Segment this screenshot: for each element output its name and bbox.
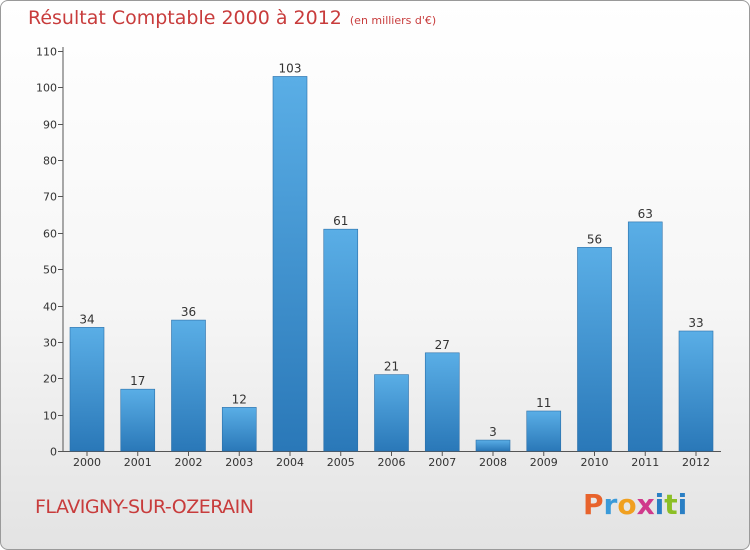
bar-value-label: 63 <box>638 207 653 221</box>
title-text: Résultat Comptable 2000 à 2012 <box>28 7 342 29</box>
x-tick-label: 2005 <box>327 456 355 469</box>
y-tick-label: 60 <box>43 228 57 241</box>
x-tick-label: 2004 <box>276 456 304 469</box>
y-tick-label: 90 <box>43 119 57 132</box>
logo-letter: x <box>636 488 655 521</box>
y-tick-label: 0 <box>50 446 57 459</box>
x-tick-label: 2009 <box>530 456 558 469</box>
bar-value-label: 21 <box>384 360 399 374</box>
bar <box>678 330 714 452</box>
bar-value-label: 34 <box>79 312 94 326</box>
y-tick-label: 20 <box>43 373 57 386</box>
bar-value-label: 56 <box>587 232 602 246</box>
bar <box>475 439 511 452</box>
logo-letter: t <box>664 488 678 521</box>
x-tick-label: 2003 <box>225 456 253 469</box>
y-tick-label: 80 <box>43 155 57 168</box>
x-tick-label: 2007 <box>428 456 456 469</box>
bar-value-label: 103 <box>279 61 302 75</box>
bar-value-label: 27 <box>435 338 450 352</box>
y-tick-label: 70 <box>43 191 57 204</box>
chart-title: Résultat Comptable 2000 à 2012 (en millie… <box>28 7 436 29</box>
bar <box>69 327 105 452</box>
bar <box>374 374 409 452</box>
x-tick-label: 2012 <box>682 456 710 469</box>
bar <box>272 76 308 452</box>
proxiti-logo: Proxiti <box>583 488 687 521</box>
x-tick-label: 2001 <box>124 456 152 469</box>
y-tick-label: 30 <box>43 337 57 350</box>
bar <box>221 407 257 452</box>
y-tick-label: 110 <box>36 46 57 59</box>
y-tick-label: 10 <box>43 410 57 423</box>
commune-name: FLAVIGNY-SUR-OZERAIN <box>35 496 254 518</box>
x-tick-label: 2006 <box>378 456 406 469</box>
bar-value-label: 11 <box>536 396 551 410</box>
logo-letter: o <box>617 488 637 521</box>
x-tick-label: 2008 <box>479 456 507 469</box>
bar <box>120 388 156 452</box>
logo-letter: P <box>583 488 604 521</box>
bar-value-label: 33 <box>688 316 703 330</box>
bar-value-label: 17 <box>130 374 145 388</box>
bar <box>424 352 460 452</box>
y-tick-label: 100 <box>36 82 57 95</box>
bar-value-label: 12 <box>232 392 247 406</box>
bar <box>171 319 206 452</box>
bar <box>526 410 562 452</box>
x-tick-label: 2011 <box>631 456 659 469</box>
y-tick-label: 40 <box>43 301 57 314</box>
x-tick-label: 2000 <box>73 456 101 469</box>
bar <box>627 221 663 452</box>
bar-value-label: 3 <box>489 425 497 439</box>
y-tick-label: 50 <box>43 264 57 277</box>
bar <box>323 228 359 452</box>
bar-value-label: 36 <box>181 305 196 319</box>
title-unit: (en milliers d'€) <box>349 14 437 27</box>
x-tick-label: 2010 <box>581 456 609 469</box>
bar-value-label: 61 <box>333 214 348 228</box>
x-tick-label: 2002 <box>175 456 203 469</box>
logo-letter: i <box>654 488 665 521</box>
bar <box>577 247 612 452</box>
logo-letter: i <box>677 488 688 521</box>
logo-letter: r <box>603 488 618 521</box>
